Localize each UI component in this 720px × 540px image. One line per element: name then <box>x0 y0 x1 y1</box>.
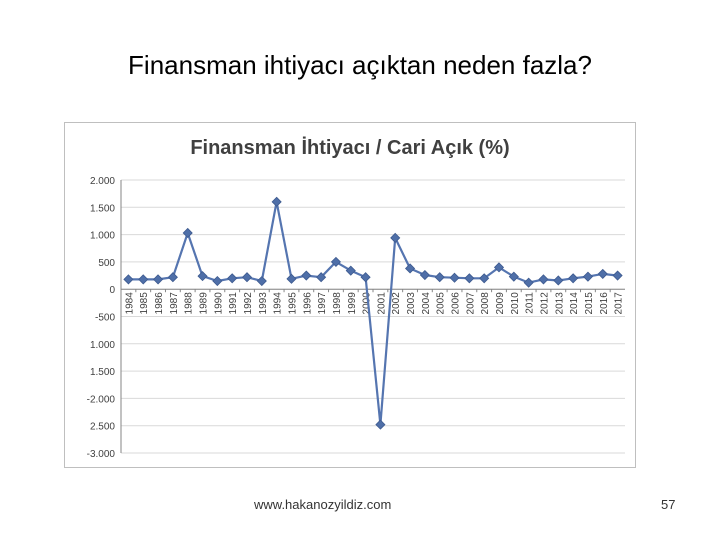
y-tick-label: -2.000 <box>87 394 116 405</box>
data-point <box>182 227 193 239</box>
x-tick-label: 2008 <box>480 292 491 315</box>
data-point <box>508 271 519 282</box>
x-tick-label: 2009 <box>495 292 506 315</box>
series-line <box>128 200 618 426</box>
y-tick-label: 0 <box>109 285 115 296</box>
y-tick-label: 1.500 <box>90 367 115 378</box>
data-point <box>316 272 327 283</box>
data-point <box>375 419 386 430</box>
data-point <box>434 272 445 283</box>
x-tick-label: 1996 <box>302 292 313 315</box>
y-tick-label: 2.000 <box>90 176 115 187</box>
x-tick-label: 2006 <box>451 292 462 315</box>
data-point <box>404 263 416 274</box>
x-tick-label: 2010 <box>510 292 521 315</box>
data-point <box>553 275 564 286</box>
data-point <box>523 277 534 288</box>
chart-area: Finansman İhtiyacı / Cari Açık (%) 2.000… <box>64 122 636 468</box>
data-point <box>227 273 238 284</box>
y-tick-label: -3.000 <box>87 449 116 460</box>
x-tick-label: 2015 <box>584 292 595 315</box>
x-tick-label: 2014 <box>569 292 580 315</box>
x-tick-label: 1995 <box>287 292 298 315</box>
data-point <box>390 232 401 243</box>
data-point <box>538 274 549 285</box>
y-tick-label: 1.000 <box>90 340 115 351</box>
page-number: 57 <box>661 497 676 512</box>
data-point <box>167 272 178 283</box>
footer-url[interactable]: www.hakanozyildiz.com <box>254 497 392 512</box>
y-tick-label: -500 <box>95 313 115 324</box>
data-point <box>271 196 282 207</box>
data-point <box>449 272 460 283</box>
slide-title: Finansman ihtiyacı açıktan neden fazla? <box>128 50 592 80</box>
data-point <box>582 271 594 282</box>
y-tick-label: 2.500 <box>90 422 115 433</box>
x-tick-label: 2003 <box>406 292 417 315</box>
y-tick-label: 1.000 <box>90 231 115 242</box>
data-point <box>301 270 312 281</box>
x-tick-label: 1993 <box>258 292 269 315</box>
x-tick-label: 1984 <box>124 292 135 315</box>
x-tick-label: 1991 <box>228 292 239 315</box>
x-tick-label: 2016 <box>599 292 610 315</box>
chart-title: Finansman İhtiyacı / Cari Açık (%) <box>190 137 510 159</box>
x-tick-label: 1994 <box>273 292 284 315</box>
data-point <box>597 268 608 279</box>
x-tick-label: 2013 <box>554 292 565 315</box>
x-tick-label: 2000 <box>362 292 373 315</box>
data-point <box>212 275 223 287</box>
x-tick-label: 1988 <box>184 292 195 315</box>
y-tick-label: 1.500 <box>90 203 115 214</box>
x-tick-label: 1998 <box>332 292 343 315</box>
x-tick-label: 1989 <box>199 292 210 315</box>
x-tick-label: 2005 <box>436 292 447 315</box>
x-tick-label: 1990 <box>213 292 224 315</box>
data-point <box>479 273 490 284</box>
data-point <box>286 273 297 284</box>
x-tick-label: 2017 <box>614 292 625 315</box>
data-point <box>256 275 267 287</box>
x-tick-label: 1999 <box>347 292 358 315</box>
x-tick-label: 1987 <box>169 292 180 315</box>
data-point <box>360 272 371 283</box>
x-tick-label: 2012 <box>539 292 550 315</box>
data-point <box>197 271 208 282</box>
x-tick-label: 2001 <box>376 292 387 315</box>
x-tick-label: 2007 <box>465 292 476 315</box>
x-tick-label: 2002 <box>391 292 402 315</box>
x-tick-label: 2004 <box>421 292 432 315</box>
x-tick-label: 1992 <box>243 292 254 315</box>
x-tick-label: 1986 <box>154 292 165 315</box>
data-point <box>464 273 475 284</box>
y-tick-label: 500 <box>98 258 115 269</box>
x-tick-label: 2011 <box>525 292 536 314</box>
data-point <box>138 274 149 285</box>
data-point <box>493 262 505 273</box>
data-point <box>241 272 253 283</box>
x-tick-label: 1985 <box>139 292 150 315</box>
data-point <box>419 269 430 281</box>
data-point <box>345 265 356 276</box>
data-point <box>612 270 623 281</box>
data-point <box>123 274 134 285</box>
x-tick-label: 1997 <box>317 292 328 315</box>
data-point <box>152 274 164 285</box>
line-chart: 2.000 1.500 1.000 500 0 -500 1.000 1.500 -2.000 2… <box>87 176 625 460</box>
data-point <box>568 273 579 284</box>
data-point <box>330 256 342 267</box>
